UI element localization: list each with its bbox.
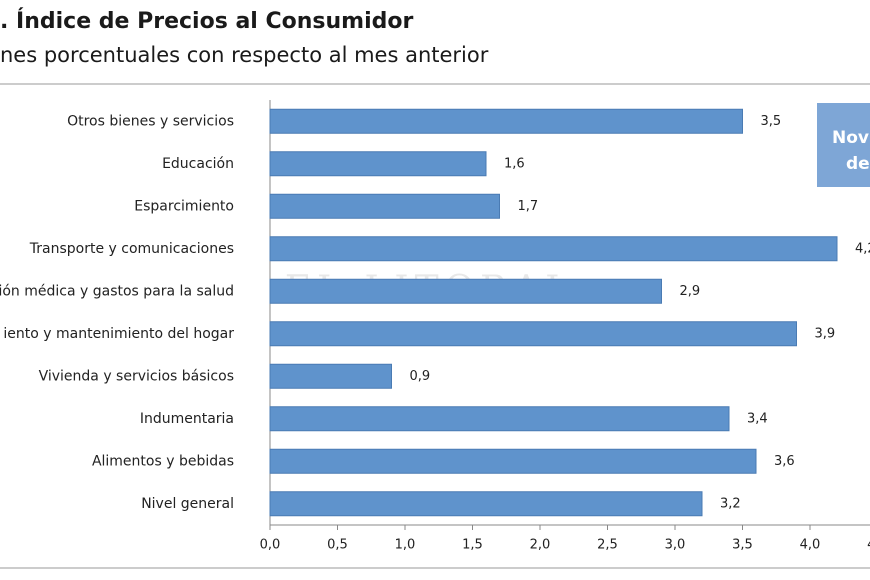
x-tick-label: 4,0 [800, 538, 821, 553]
value-label: 3,6 [774, 454, 795, 469]
x-tick-label: 2,5 [597, 538, 618, 553]
x-tick-label: 3,0 [665, 538, 686, 553]
bar [269, 491, 703, 517]
y-tick-label: Indumentaria [140, 411, 234, 427]
annotation: de [846, 154, 870, 174]
x-tick-label: 1,5 [462, 538, 483, 553]
x-tick-label: 4,5 [867, 538, 870, 553]
value-label: 3,2 [720, 496, 741, 511]
annotation-box [817, 103, 870, 187]
bar [269, 151, 487, 177]
x-tick-label: 0,0 [260, 538, 281, 553]
value-label: 2,9 [680, 284, 701, 299]
y-tick-label: Transporte y comunicaciones [29, 241, 234, 257]
x-tick-label: 1,0 [395, 538, 416, 553]
value-label: 3,5 [761, 114, 782, 129]
y-tick-label: Otros bienes y servicios [67, 113, 234, 129]
value-label: 1,6 [504, 156, 525, 171]
y-tick-label: ción médica y gastos para la salud [0, 283, 234, 299]
y-tick-label: Esparcimiento [134, 198, 234, 214]
bar [269, 321, 797, 347]
x-tick-label: 3,5 [732, 538, 753, 553]
chart-subtitle: nes porcentuales con respecto al mes ant… [0, 43, 489, 67]
bar [269, 406, 730, 432]
value-label: 4,2 [855, 241, 870, 256]
chart-title: . Índice de Precios al Consumidor [0, 8, 413, 34]
bar [269, 363, 392, 389]
bar [269, 108, 743, 134]
value-label: 0,9 [410, 369, 431, 384]
bar [269, 193, 500, 219]
y-tick-label: Nivel general [141, 496, 234, 512]
x-tick-label: 2,0 [530, 538, 551, 553]
x-tick-label: 0,5 [327, 538, 348, 553]
value-label: 3,9 [815, 326, 836, 341]
y-tick-label: Educación [162, 156, 234, 172]
bar [269, 236, 838, 262]
y-tick-label: Vivienda y servicios básicos [39, 368, 234, 384]
annotation: Novi [832, 128, 870, 148]
bar [269, 278, 662, 304]
value-label: 3,4 [747, 411, 768, 426]
bar [269, 448, 757, 474]
y-tick-label: Alimentos y bebidas [92, 453, 234, 469]
y-tick-label: iento y mantenimiento del hogar [3, 326, 234, 342]
value-label: 1,7 [518, 199, 539, 214]
